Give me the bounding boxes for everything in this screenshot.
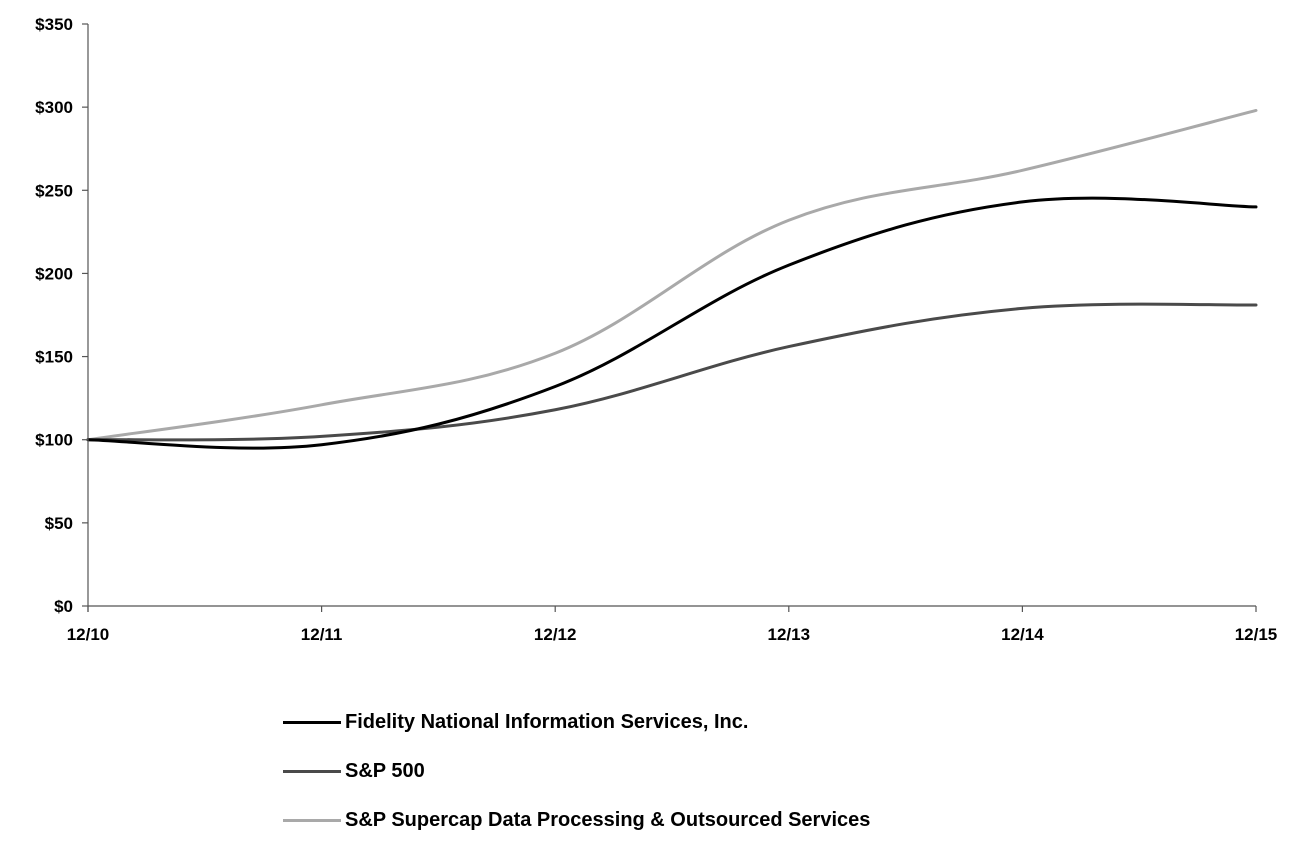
y-tick-label: $100 [35, 431, 73, 450]
series-line-supercap [86, 108, 1258, 442]
y-tick-label: $0 [54, 597, 73, 616]
y-tick-label: $200 [35, 264, 73, 283]
x-tick-label: 12/10 [67, 625, 110, 644]
legend-swatch-sp500 [283, 769, 341, 773]
legend-swatch-supercap [283, 818, 341, 822]
x-tick-label: 12/15 [1235, 625, 1278, 644]
legend-item-sp500: S&P 500 [283, 757, 870, 785]
legend: Fidelity National Information Services, … [283, 708, 870, 855]
legend-label-fis: Fidelity National Information Services, … [345, 710, 749, 733]
y-tick-label: $150 [35, 348, 73, 367]
legend-label-supercap: S&P Supercap Data Processing & Outsource… [345, 808, 871, 831]
series-line-fis [86, 196, 1258, 450]
series-line-sp500 [86, 302, 1258, 442]
legend-item-fis: Fidelity National Information Services, … [283, 708, 870, 736]
y-tick-label: $50 [45, 514, 73, 533]
labels-layer: $0 $50 $100 $150 $200 $250 $300 $350 12/10 12/11 1… [35, 15, 1277, 644]
y-tick-label: $250 [35, 181, 73, 200]
axes-layer [82, 23, 1257, 612]
legend-item-supercap: S&P Supercap Data Processing & Outsource… [283, 806, 870, 834]
legend-label-sp500: S&P 500 [345, 759, 425, 782]
y-tick-label: $350 [35, 15, 73, 34]
legend-swatch-fis [283, 720, 341, 724]
y-tick-label: $300 [35, 98, 73, 117]
x-tick-label: 12/12 [534, 625, 577, 644]
x-tick-label: 12/11 [301, 625, 343, 644]
x-tick-label: 12/14 [1001, 625, 1044, 644]
x-tick-label: 12/13 [768, 625, 811, 644]
series-layer [86, 108, 1258, 450]
